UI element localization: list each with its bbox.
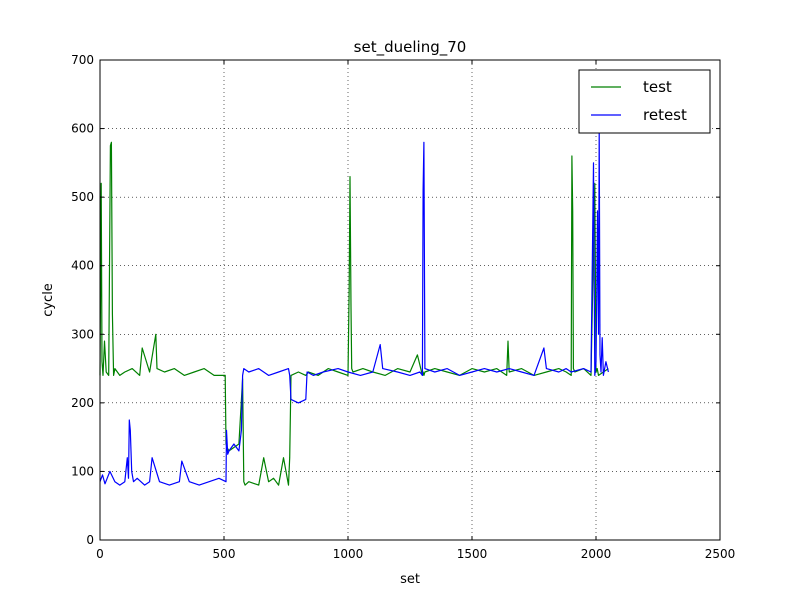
plot-frame (99, 59, 721, 541)
y-tick-label: 100 (71, 464, 94, 478)
y-tick-label: 300 (71, 327, 94, 341)
tick-labels: 0 500 1000 1500 2000 2500 0 100 200 300 400 500 600 7… (71, 53, 735, 561)
y-axis-label: cycle (41, 283, 56, 317)
x-tick-label: 0 (96, 547, 104, 561)
x-tick-label: 2000 (581, 547, 612, 561)
x-tick-label: 1000 (333, 547, 364, 561)
y-tick-label: 0 (86, 533, 94, 547)
legend-box (578, 69, 711, 134)
x-axis-label: set (400, 572, 420, 587)
x-tick-label: 1500 (457, 547, 488, 561)
legend: test retest (578, 69, 711, 134)
y-tick-label: 600 (71, 122, 94, 136)
y-tick-label: 500 (71, 190, 94, 204)
y-tick-label: 700 (71, 53, 94, 67)
series-layer (99, 128, 609, 486)
series-line-retest (99, 128, 609, 486)
y-tick-label: 400 (71, 259, 94, 273)
legend-label-retest: retest (643, 106, 687, 124)
ticks (99, 59, 721, 541)
legend-label-test: test (643, 78, 672, 96)
y-tick-label: 200 (71, 396, 94, 410)
chart-title: set_dueling_70 (354, 38, 467, 57)
x-tick-label: 2500 (705, 547, 736, 561)
x-tick-label: 500 (213, 547, 236, 561)
